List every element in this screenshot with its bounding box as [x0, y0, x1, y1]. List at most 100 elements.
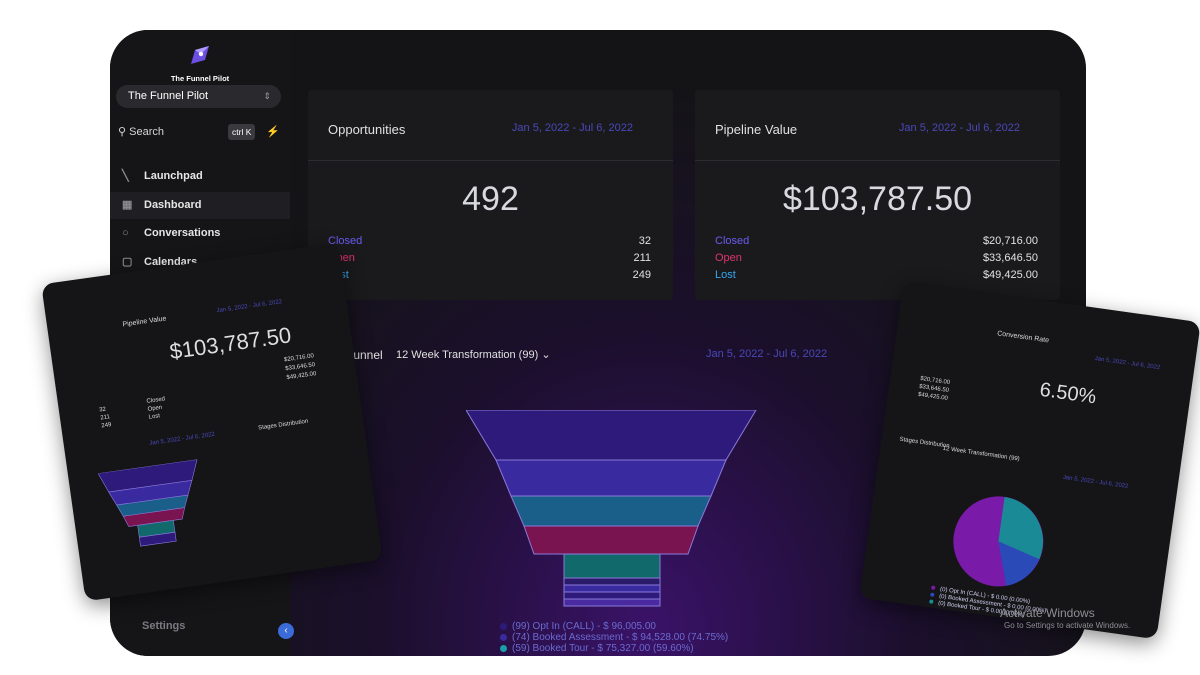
- floating-conversion-card: Conversion Rate Jan 5, 2022 - Jul 6, 202…: [859, 280, 1200, 640]
- card-title: Funnel: [346, 348, 383, 362]
- stat-value: 211: [100, 414, 111, 422]
- legend-item: (99) Opt In (CALL) - $ 96,005.00: [500, 621, 728, 632]
- pipeline-value-total: $103,787.50: [782, 180, 973, 218]
- funnel-stage: [466, 410, 757, 461]
- funnel-stage: [523, 525, 699, 555]
- org-selector[interactable]: The Funnel Pilot ⇕: [116, 85, 281, 108]
- funnel-card: Funnel 12 Week Transformation (99) ⌄ Jan…: [306, 320, 886, 656]
- legend-swatch: [929, 592, 935, 598]
- stat-row: Closed 32: [328, 235, 651, 251]
- funnel-stage: [563, 591, 661, 600]
- sidebar-item-settings[interactable]: Settings: [142, 620, 186, 632]
- pie-slice: [998, 541, 1040, 586]
- pipeline-select[interactable]: 12 Week Transformation (99): [942, 445, 1020, 463]
- funnel-stage: [138, 531, 177, 547]
- stat-label: Closed: [328, 235, 363, 247]
- divider: [308, 160, 673, 161]
- stat-value: $49,425.00: [286, 371, 317, 382]
- date-range: Jan 5, 2022 - Jul 6, 2022: [1094, 356, 1161, 372]
- funnel-stage: [122, 507, 186, 527]
- stat-label: Closed: [146, 396, 166, 405]
- conversion-rate-value: 6.50%: [1038, 378, 1098, 409]
- stat-value: $49,425.00: [982, 269, 1038, 281]
- legend-label: (59) Booked Tour - $ 75,327.00 (59.60%): [512, 643, 694, 654]
- card-title: Opportunities: [328, 122, 406, 137]
- legend-label: (99) Opt In (CALL) - $ 96,005.00: [512, 621, 656, 632]
- collapse-sidebar-button[interactable]: ‹: [278, 623, 294, 639]
- stat-label: Open: [147, 404, 163, 413]
- card-title: Conversion Rate: [996, 330, 1050, 345]
- funnel-stage: [563, 598, 661, 607]
- pipeline-value-card: Pipeline Value Jan 5, 2022 - Jul 6, 2022…: [695, 90, 1060, 300]
- bolt-icon[interactable]: ⚡: [266, 126, 280, 138]
- calendar-icon: ▢: [122, 256, 133, 268]
- org-selector-label: The Funnel Pilot: [128, 90, 209, 102]
- logo-mark-icon: [189, 44, 211, 66]
- stat-value: $20,716.00: [982, 235, 1038, 247]
- funnel-chart: [466, 410, 757, 607]
- funnel-legend: (99) Opt In (CALL) - $ 96,005.00 (74) Bo…: [500, 621, 728, 654]
- stat-row: Lost 249: [328, 269, 651, 285]
- sidebar-item-conversations[interactable]: ○ Conversations: [110, 220, 290, 247]
- divider: [695, 160, 1060, 161]
- card-title: Pipeline Value: [122, 315, 167, 329]
- pipeline-select[interactable]: 12 Week Transformation (99) ⌄: [396, 348, 551, 361]
- sidebar-item-label: Conversations: [144, 227, 221, 239]
- date-range: Jan 5, 2022 - Jul 6, 2022: [149, 431, 216, 447]
- logo: The Funnel Pilot: [110, 44, 290, 83]
- stat-label: Open: [715, 252, 742, 264]
- stat-value: 249: [632, 269, 651, 281]
- legend-swatch: [929, 599, 934, 605]
- funnel-stage: [563, 584, 661, 593]
- legend-label: (74) Booked Assessment - $ 94,528.00 (74…: [512, 632, 729, 643]
- opportunities-card: Opportunities Jan 5, 2022 - Jul 6, 2022 …: [308, 90, 673, 300]
- activate-windows-subtitle: Go to Settings to activate Windows.: [1004, 621, 1131, 630]
- rocket-icon: ╲: [122, 170, 129, 182]
- pipeline-select-label: 12 Week Transformation (99): [396, 349, 539, 361]
- mini-funnel-chart: [98, 459, 198, 547]
- legend-swatch: [500, 622, 507, 630]
- date-range: Jan 5, 2022 - Jul 6, 2022: [216, 299, 283, 315]
- stat-value: 249: [101, 422, 112, 430]
- pipeline-value-total: $103,787.50: [168, 322, 293, 365]
- card-title: Stages Distribution: [257, 418, 309, 432]
- funnel-stage: [563, 553, 661, 579]
- opportunities-total: 492: [462, 180, 519, 218]
- stat-label: Lost: [148, 413, 161, 421]
- funnel-stage: [495, 459, 727, 497]
- stat-label: Closed: [715, 235, 750, 247]
- stat-row: Open $33,646.50: [715, 252, 1038, 268]
- date-range[interactable]: Jan 5, 2022 - Jul 6, 2022: [706, 348, 828, 360]
- funnel-stage: [563, 577, 661, 586]
- sidebar-item-label: Launchpad: [144, 170, 203, 182]
- activate-windows-title: Activate Windows: [1000, 606, 1095, 620]
- stat-label: Lost: [715, 269, 736, 281]
- funnel-stage: [510, 495, 712, 527]
- search-input[interactable]: Search: [129, 126, 164, 138]
- chevron-updown-icon: ⇕: [263, 91, 271, 101]
- date-range[interactable]: Jan 5, 2022 - Jul 6, 2022: [898, 122, 1020, 134]
- sidebar-item-dashboard[interactable]: ▦ Dashboard: [110, 192, 290, 219]
- stat-row: Lost $49,425.00: [715, 269, 1038, 285]
- legend-swatch: [500, 644, 507, 652]
- search-shortcut: ctrl K: [228, 124, 256, 140]
- legend-item: (59) Booked Tour - $ 75,327.00 (59.60%): [500, 643, 728, 654]
- chat-icon: ○: [122, 227, 129, 239]
- date-range[interactable]: Jan 5, 2022 - Jul 6, 2022: [511, 122, 633, 134]
- stat-value: 32: [638, 235, 651, 247]
- search-bar[interactable]: ⚲ Search ctrl K ⚡: [118, 123, 283, 141]
- stat-value: 32: [98, 406, 107, 414]
- stat-value: $33,646.50: [982, 252, 1038, 264]
- floating-pipeline-card: Pipeline Value Jan 5, 2022 - Jul 6, 2022…: [41, 242, 383, 602]
- date-range: Jan 5, 2022 - Jul 6, 2022: [1062, 474, 1129, 490]
- legend-swatch: [500, 633, 507, 641]
- card-title: Pipeline Value: [715, 122, 798, 137]
- legend-swatch: [930, 585, 936, 591]
- stat-row: Open 211: [328, 252, 651, 268]
- sidebar-item-label: Dashboard: [144, 199, 202, 211]
- stat-value: 211: [633, 252, 651, 264]
- sidebar-item-launchpad[interactable]: ╲ Launchpad: [110, 163, 290, 190]
- search-icon: ⚲: [118, 126, 127, 138]
- brand-name: The Funnel Pilot: [170, 74, 230, 83]
